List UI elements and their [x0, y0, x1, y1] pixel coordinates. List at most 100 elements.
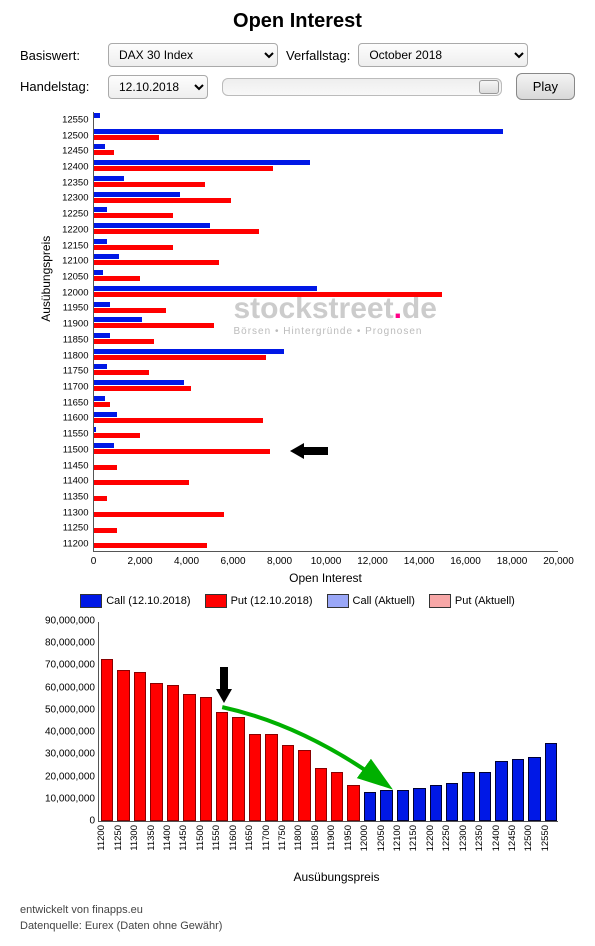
put-bar [94, 370, 150, 375]
legend-item: Call (12.10.2018) [80, 594, 190, 608]
vbar-xtick: 11350 [146, 825, 157, 851]
vbar-xtick: 11250 [113, 825, 124, 851]
put-bar [94, 198, 231, 203]
vbar-ytick: 80,000,000 [27, 638, 95, 649]
hbar-ytick: 11250 [38, 523, 93, 534]
vbar-xtick: 11850 [310, 825, 321, 851]
hbar-xtick: 2,000 [127, 556, 152, 567]
call-bar [94, 176, 124, 181]
call-bar [545, 743, 557, 821]
put-bar [94, 150, 115, 155]
call-bar [94, 364, 108, 369]
footer: entwickelt von finapps.eu Datenquelle: E… [20, 904, 575, 932]
hbar-ytick: 11850 [38, 334, 93, 345]
legend-label: Put (12.10.2018) [231, 595, 313, 607]
put-bar [94, 182, 206, 187]
put-bar [298, 750, 310, 821]
call-bar [94, 443, 115, 448]
page-title: Open Interest [20, 10, 575, 33]
call-bar [94, 333, 110, 338]
hbar-ytick: 12050 [38, 272, 93, 283]
call-bar [94, 427, 96, 432]
put-bar [94, 166, 273, 171]
hbar-ytick: 12450 [38, 146, 93, 157]
handelstag-select[interactable]: 12.10.2018 [108, 75, 208, 99]
hbar-xlabel: Open Interest [289, 571, 362, 585]
legend-label: Put (Aktuell) [455, 595, 515, 607]
call-bar [430, 785, 442, 821]
put-bar [167, 685, 179, 821]
legend-swatch [80, 594, 102, 608]
footer-dev: entwickelt von finapps.eu [20, 904, 575, 916]
put-bar [347, 785, 359, 821]
vbar-xtick: 11800 [293, 825, 304, 851]
vbar-xtick: 11950 [343, 825, 354, 851]
call-bar [94, 317, 143, 322]
verfallstag-select[interactable]: October 2018 [358, 43, 528, 67]
legend: Call (12.10.2018) Put (12.10.2018) Call (A… [20, 594, 575, 608]
legend-swatch [205, 594, 227, 608]
put-bar [94, 276, 141, 281]
put-bar [94, 229, 259, 234]
arrow-left-icon [290, 440, 330, 467]
basiswert-label: Basiswert: [20, 48, 100, 63]
basiswert-select[interactable]: DAX 30 Index [108, 43, 278, 67]
hbar-ytick: 11600 [38, 413, 93, 424]
call-bar [94, 302, 110, 307]
hbar-xtick: 10,000 [311, 556, 342, 567]
vbar-xtick: 11200 [96, 825, 107, 851]
hbar-ytick: 11400 [38, 476, 93, 487]
legend-swatch [327, 594, 349, 608]
hbar-xtick: 14,000 [404, 556, 435, 567]
call-bar [94, 412, 117, 417]
put-bar [94, 418, 264, 423]
vbar-xtick: 12100 [392, 825, 403, 851]
legend-item: Put (Aktuell) [429, 594, 515, 608]
put-bar [94, 339, 154, 344]
hbar-ytick: 11900 [38, 319, 93, 330]
call-bar [528, 757, 540, 821]
vbar-xtick: 11450 [178, 825, 189, 851]
hbar-ytick: 12550 [38, 114, 93, 125]
call-bar [94, 349, 285, 354]
put-bar [94, 512, 224, 517]
put-bar [183, 694, 195, 821]
hbar-ytick: 11450 [38, 460, 93, 471]
date-slider[interactable] [222, 78, 502, 96]
call-bar [380, 790, 392, 821]
hbar-ytick: 11500 [38, 444, 93, 455]
legend-item: Call (Aktuell) [327, 594, 415, 608]
verfallstag-label: Verfallstag: [286, 48, 350, 63]
hbar-xtick: 0 [91, 556, 97, 567]
put-bar [94, 323, 215, 328]
hbar-ytick: 12500 [38, 130, 93, 141]
vbar-xtick: 12450 [507, 825, 518, 851]
vbar-xtick: 11700 [261, 825, 272, 851]
hbar-ytick: 12100 [38, 256, 93, 267]
call-bar [94, 223, 210, 228]
put-bar [249, 734, 261, 821]
put-bar [94, 260, 220, 265]
hbar-ytick: 11800 [38, 350, 93, 361]
slider-knob[interactable] [479, 80, 499, 94]
vbar-ytick: 70,000,000 [27, 660, 95, 671]
vbar-xtick: 12300 [458, 825, 469, 851]
put-bar [101, 659, 113, 821]
controls-panel: Basiswert: DAX 30 Index Verfallstag: Oct… [20, 43, 575, 100]
hbar-ytick: 11550 [38, 429, 93, 440]
put-bar [94, 308, 166, 313]
hbar-ytick: 12000 [38, 287, 93, 298]
vbar-xtick: 11600 [228, 825, 239, 851]
hbar-xtick: 20,000 [543, 556, 574, 567]
hbar-xtick: 18,000 [497, 556, 528, 567]
vbar-xtick: 12350 [474, 825, 485, 851]
call-bar [94, 144, 106, 149]
vbar-xtick: 11500 [195, 825, 206, 851]
hbar-xtick: 6,000 [220, 556, 245, 567]
call-bar [479, 772, 491, 821]
hbar-xtick: 12,000 [357, 556, 388, 567]
call-bar [94, 160, 310, 165]
play-button[interactable]: Play [516, 73, 575, 100]
vbar-ytick: 60,000,000 [27, 682, 95, 693]
hbar-xtick: 4,000 [174, 556, 199, 567]
